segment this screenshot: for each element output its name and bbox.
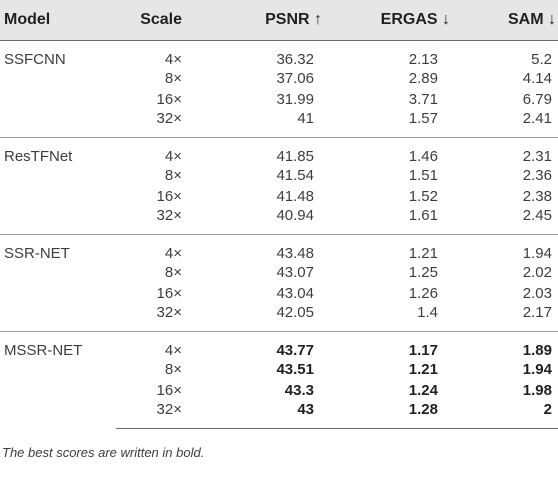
cell-scale: 16×	[156, 381, 182, 399]
model-name: SSR-NET	[0, 233, 116, 331]
header-ergas: ERGAS ↓	[338, 0, 464, 41]
table-row: 16× 41.48 1.52 2.38	[0, 186, 558, 207]
cell-scale: 32×	[116, 400, 208, 429]
cell-sam-best: 1.89	[464, 330, 558, 359]
table-row: ResTFNet 4× 41.85 1.46 2.31	[0, 136, 558, 234]
table-row: SSR-NET 4× 43.48 1.21 1.94	[0, 233, 558, 331]
cell-psnr: 31.99	[276, 90, 314, 108]
cell-sam-best: 2	[464, 400, 558, 429]
cell-scale: 32×	[156, 303, 182, 321]
cell-sam: 2.02	[522, 263, 552, 281]
cell-psnr: 41.54	[276, 166, 314, 184]
cell-scale: 4×	[116, 233, 208, 262]
cell-ergas-best: 1.28	[338, 400, 464, 429]
cell-sam: 4.14	[522, 69, 552, 87]
cell-sam: 5.2	[531, 50, 552, 68]
table-footnote: The best scores are written in bold.	[2, 445, 205, 460]
cell-scale: 4×	[116, 330, 208, 359]
cell-ergas: 1.25	[408, 263, 438, 281]
cell-ergas: 1.26	[408, 284, 438, 302]
header-sam: SAM ↓	[464, 0, 558, 41]
cell-sam: 2.36	[522, 166, 552, 184]
model-name: MSSR-NET	[0, 330, 116, 428]
cell-ergas: 1.61	[408, 206, 438, 224]
cell-psnr: 37.06	[276, 69, 314, 87]
cell-ergas: 1.4	[417, 303, 438, 321]
table-row: 16× 43.3 1.24 1.98	[0, 380, 558, 401]
cell-scale: 4×	[116, 136, 208, 165]
cell-sam: 6.79	[522, 90, 552, 108]
cell-psnr-best: 43.51	[276, 360, 314, 378]
table-row: 32× 40.94 1.61 2.45	[0, 207, 558, 235]
cell-sam: 2.03	[522, 284, 552, 302]
cell-ergas: 2.89	[408, 69, 438, 87]
table-row: 8× 37.06 2.89 4.14	[0, 68, 558, 89]
group-restfnet: ResTFNet 4× 41.85 1.46 2.31 8× 41.54 1.5…	[0, 136, 558, 235]
cell-psnr: 43.48	[208, 233, 338, 262]
cell-ergas: 1.46	[338, 136, 464, 165]
cell-ergas: 1.57	[408, 109, 438, 127]
table-row: 32× 41 1.57 2.41	[0, 110, 558, 138]
cell-ergas-best: 1.24	[408, 381, 438, 399]
group-ssr-net: SSR-NET 4× 43.48 1.21 1.94 8× 43.07 1.25…	[0, 233, 558, 332]
table-row: 8× 43.51 1.21 1.94	[0, 359, 558, 380]
cell-scale: 32×	[156, 206, 182, 224]
group-mssr-net: MSSR-NET 4× 43.77 1.17 1.89 8× 43.51 1.2…	[0, 330, 558, 429]
cell-psnr: 41.48	[276, 187, 314, 205]
cell-scale: 16×	[156, 284, 182, 302]
table-row: MSSR-NET 4× 43.77 1.17 1.89	[0, 330, 558, 428]
cell-sam: 2.41	[522, 109, 552, 127]
cell-psnr: 41.85	[208, 136, 338, 165]
cell-scale: 8×	[164, 166, 182, 184]
cell-psnr-best: 43	[208, 400, 338, 429]
cell-sam: 2.31	[464, 136, 558, 165]
header-psnr: PSNR ↑	[208, 0, 338, 41]
table-row: SSFCNN 4× 36.32 2.13 5.2	[0, 40, 558, 68]
cell-sam-best: 1.98	[522, 381, 552, 399]
cell-scale: 8×	[164, 360, 182, 378]
cell-psnr-best: 43.3	[284, 381, 314, 399]
cell-sam-best: 1.94	[522, 360, 552, 378]
table-row: 16× 43.04 1.26 2.03	[0, 283, 558, 304]
cell-sam: 2.38	[522, 187, 552, 205]
group-ssfcnn: SSFCNN 4× 36.32 2.13 5.2 8× 37.06 2.89 4…	[0, 40, 558, 137]
cell-scale: 8×	[164, 69, 182, 87]
table-header: Model Scale PSNR ↑ ERGAS ↓ SAM ↓	[0, 0, 558, 41]
results-table: Model Scale PSNR ↑ ERGAS ↓ SAM ↓ SSFCNN …	[0, 0, 558, 429]
cell-psnr: 36.32	[276, 50, 314, 68]
table-row: 16× 31.99 3.71 6.79	[0, 89, 558, 110]
cell-psnr: 43.07	[276, 263, 314, 281]
cell-ergas-best: 1.17	[338, 330, 464, 359]
table-row: 32× 43 1.28 2	[0, 400, 558, 429]
cell-psnr: 40.94	[276, 206, 314, 224]
cell-ergas: 3.71	[408, 90, 438, 108]
cell-scale: 8×	[164, 263, 182, 281]
cell-scale: 16×	[156, 187, 182, 205]
cell-psnr-best: 43.77	[208, 330, 338, 359]
model-name: SSFCNN	[4, 50, 66, 68]
cell-sam: 1.94	[464, 233, 558, 262]
cell-psnr: 43.04	[276, 284, 314, 302]
header-scale: Scale	[116, 0, 208, 41]
cell-psnr: 42.05	[276, 303, 314, 321]
cell-ergas: 2.13	[408, 50, 438, 68]
header-row: Model Scale PSNR ↑ ERGAS ↓ SAM ↓	[0, 0, 558, 41]
cell-ergas-best: 1.21	[408, 360, 438, 378]
cell-scale: 4×	[164, 50, 182, 68]
cell-ergas: 1.21	[338, 233, 464, 262]
model-name: ResTFNet	[0, 136, 116, 234]
table-row: 8× 41.54 1.51 2.36	[0, 165, 558, 186]
cell-sam: 2.17	[522, 303, 552, 321]
cell-sam: 2.45	[522, 206, 552, 224]
header-model: Model	[0, 0, 116, 41]
cell-scale: 16×	[156, 90, 182, 108]
table-row: 8× 43.07 1.25 2.02	[0, 262, 558, 283]
cell-psnr: 41	[297, 109, 314, 127]
results-table-container: Model Scale PSNR ↑ ERGAS ↓ SAM ↓ SSFCNN …	[0, 0, 558, 429]
cell-ergas: 1.51	[408, 166, 438, 184]
cell-scale: 32×	[156, 109, 182, 127]
table-row: 32× 42.05 1.4 2.17	[0, 304, 558, 332]
cell-ergas: 1.52	[408, 187, 438, 205]
